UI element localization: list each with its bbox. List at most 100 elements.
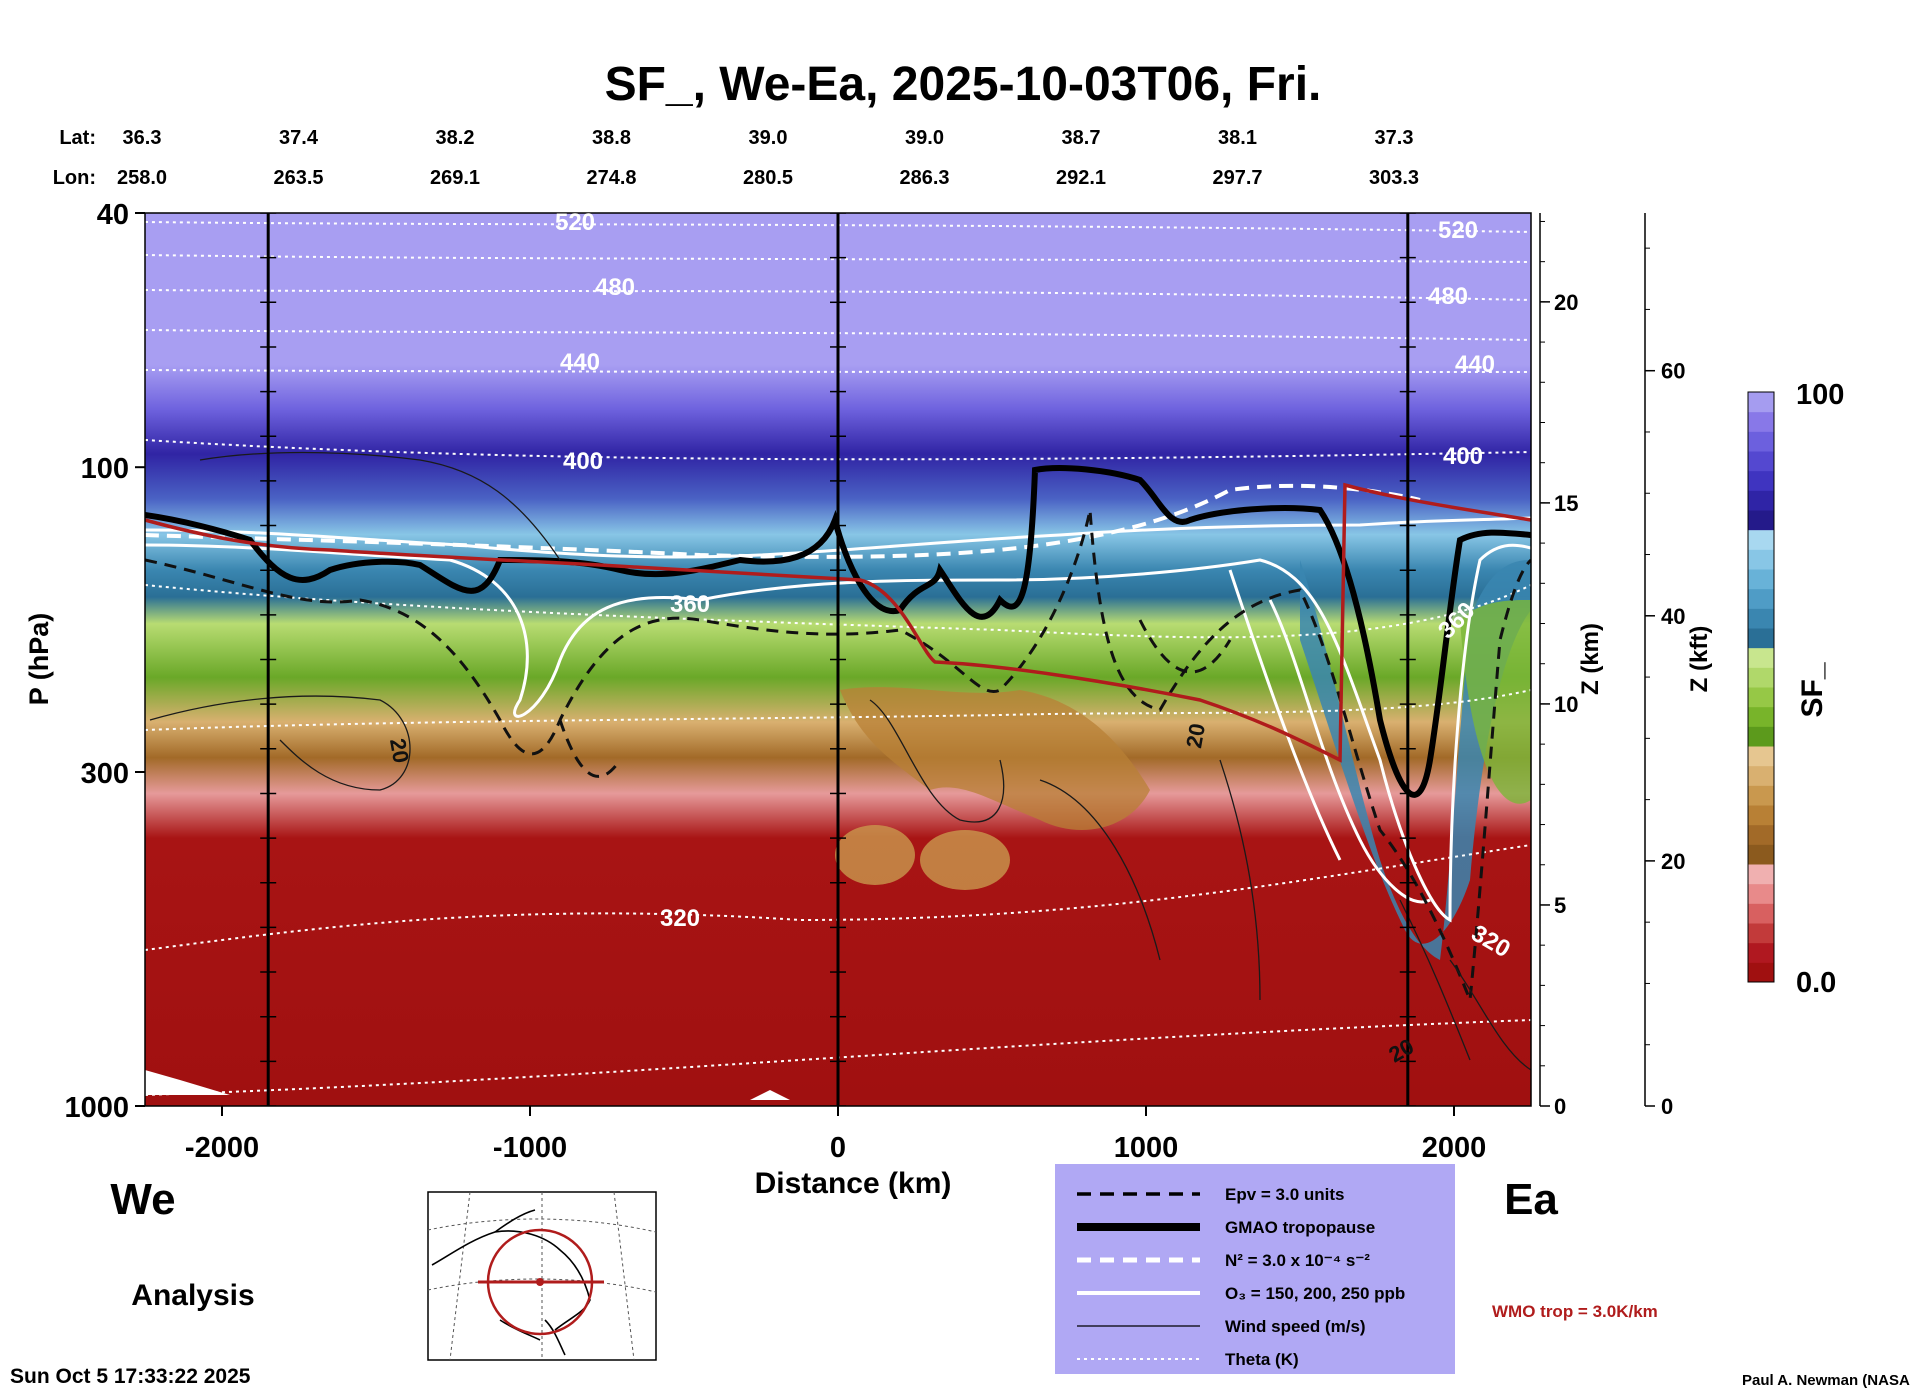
colorbar-swatch <box>1748 667 1774 688</box>
colorbar-swatch <box>1748 765 1774 786</box>
wind-contours <box>149 451 1531 1071</box>
legend: Epv = 3.0 units GMAO tropopause N² = 3.0 x… <box>1055 1164 1455 1374</box>
x-tick-label: 2000 <box>1422 1132 1487 1164</box>
legend-label: Epv = 3.0 units <box>1225 1185 1345 1204</box>
lat-value: 38.1 <box>1218 127 1257 149</box>
legend-label: Theta (K) <box>1225 1350 1299 1369</box>
vertical-markers <box>260 213 1416 1106</box>
wind-label-1: 20 <box>385 736 414 764</box>
terrain-mid <box>750 1090 790 1100</box>
x-tick-label: -2000 <box>185 1132 259 1164</box>
legend-rows: Epv = 3.0 units GMAO tropopause N² = 3.0 x… <box>1077 1185 1405 1369</box>
brown-patch-1 <box>840 687 1150 830</box>
brown-patch-2 <box>835 825 915 885</box>
colorbar-swatch <box>1748 510 1774 531</box>
colorbar-swatch <box>1748 844 1774 865</box>
legend-label: O₃ = 150, 200, 250 ppb <box>1225 1284 1405 1303</box>
y-tick-label: 100 <box>81 453 129 485</box>
timestamp: Sun Oct 5 17:33:22 2025 <box>10 1365 251 1388</box>
lon-label: Lon: <box>53 167 96 189</box>
colorbar-title: SF_ <box>1796 662 1829 717</box>
lat-value: 39.0 <box>749 127 788 149</box>
colorbar-max: 100 <box>1796 379 1844 411</box>
wmo-tropopause <box>145 482 1531 763</box>
lon-value: 303.3 <box>1369 167 1419 189</box>
y-tick-label: 1000 <box>64 1092 129 1124</box>
colorbar-swatch <box>1748 785 1774 806</box>
lon-value: 286.3 <box>899 167 949 189</box>
theta-label-520-right: 520 <box>1438 217 1478 244</box>
y-tick-label: 40 <box>97 199 129 231</box>
theta-label-480-left: 480 <box>595 274 635 301</box>
theta-label-520-left: 520 <box>555 209 595 236</box>
colorbar-swatch <box>1748 883 1774 904</box>
n2-contour <box>145 483 1421 559</box>
colorbar-swatch <box>1748 470 1774 491</box>
epv-contours <box>145 509 1531 1001</box>
colorbar-min: 0.0 <box>1796 967 1836 999</box>
theta-label-440-left: 440 <box>560 349 600 376</box>
colorbar-swatch <box>1748 411 1774 432</box>
colorbar-swatch <box>1748 805 1774 826</box>
y-tick-label: 300 <box>81 758 129 790</box>
lat-value: 38.2 <box>436 127 475 149</box>
z-km-tick-label: 20 <box>1554 290 1578 315</box>
pressure-axis: 40 100 300 1000 <box>64 199 145 1124</box>
plot-area <box>144 212 1532 1107</box>
lon-value: 292.1 <box>1056 167 1106 189</box>
colorbar-swatch <box>1748 864 1774 885</box>
colorbar-swatch <box>1748 824 1774 845</box>
x-tick-label: -1000 <box>493 1132 567 1164</box>
colorbar-swatch <box>1748 588 1774 609</box>
colorbar-swatch <box>1748 746 1774 767</box>
lat-value: 36.3 <box>123 127 162 149</box>
lon-value: 280.5 <box>743 167 793 189</box>
lat-lon-values: 36.3 258.0 37.4 263.5 38.2 269.1 38.8 274.8 39.0… <box>117 127 1419 189</box>
credit: Paul A. Newman (NASA <box>1742 1372 1910 1389</box>
lon-value: 263.5 <box>273 167 323 189</box>
legend-label: GMAO tropopause <box>1225 1218 1375 1237</box>
lat-value: 39.0 <box>905 127 944 149</box>
distance-axis: -2000 -1000 0 1000 2000 <box>185 1106 1486 1164</box>
theta-contours <box>145 221 1531 1096</box>
inset-map <box>427 1191 657 1361</box>
colorbar-swatches <box>1748 392 1774 983</box>
colorbar-swatch <box>1748 529 1774 550</box>
theta-label-440-right: 440 <box>1455 351 1495 378</box>
x-axis-title: Distance (km) <box>755 1167 952 1200</box>
colorbar: 100 0.0 SF_ <box>1747 379 1844 999</box>
lat-lon-header: Lat: Lon: 36.3 258.0 37.4 263.5 38.2 269.1 38.… <box>53 127 1419 189</box>
colorbar-swatch <box>1748 706 1774 727</box>
colorbar-swatch <box>1748 392 1774 413</box>
colorbar-frame <box>1747 391 1775 983</box>
colorbar-swatch <box>1748 549 1774 570</box>
x-tick-label: 1000 <box>1114 1132 1179 1164</box>
z-km-tick-label: 15 <box>1554 491 1578 516</box>
graticule <box>427 1191 657 1361</box>
lon-value: 269.1 <box>430 167 480 189</box>
analysis-label: Analysis <box>131 1279 254 1312</box>
colorbar-swatch <box>1748 687 1774 708</box>
z-km-tick-label: 5 <box>1554 893 1566 918</box>
colorbar-swatch <box>1748 726 1774 747</box>
z-kft-tick-label: 0 <box>1661 1094 1673 1119</box>
colorbar-swatch <box>1748 903 1774 924</box>
lat-value: 37.4 <box>279 127 319 149</box>
legend-label: Wind speed (m/s) <box>1225 1317 1366 1336</box>
chart-title: SF_, We-Ea, 2025-10-03T06, Fri. <box>605 58 1322 111</box>
colorbar-swatch <box>1748 431 1774 452</box>
z-kft-tick-label: 20 <box>1661 849 1685 874</box>
lat-value: 38.8 <box>592 127 631 149</box>
legend-box <box>1055 1164 1455 1374</box>
theta-label-480-right: 480 <box>1428 283 1468 310</box>
intrusion-green <box>1460 600 1531 804</box>
colorbar-swatch <box>1748 942 1774 963</box>
wind-labels: 20 20 20 <box>385 721 1418 1067</box>
z-km-tick-label: 0 <box>1554 1094 1566 1119</box>
z-kft-title: Z (kft) <box>1686 626 1713 693</box>
colorbar-swatch <box>1748 569 1774 590</box>
lon-value: 297.7 <box>1212 167 1262 189</box>
terrain-left <box>145 1070 230 1095</box>
colorbar-swatch <box>1748 628 1774 649</box>
